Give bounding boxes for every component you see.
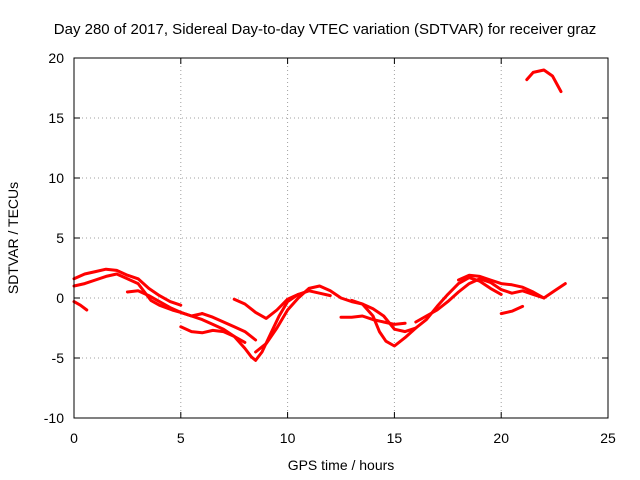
- series-line-5: [179, 325, 247, 344]
- series-group: [72, 68, 567, 362]
- y-tick-label: -5: [52, 350, 65, 366]
- x-tick-label: 25: [600, 430, 616, 446]
- y-tick-label: 0: [56, 290, 64, 306]
- series-line-14: [525, 68, 563, 94]
- x-tick-label: 15: [387, 430, 403, 446]
- y-tick-label: 10: [48, 170, 64, 186]
- y-tick-label: 20: [48, 50, 64, 66]
- series-line-13: [499, 304, 525, 316]
- series-line-6: [200, 312, 258, 342]
- y-tick-label: 15: [48, 110, 64, 126]
- series-line-4: [125, 289, 204, 318]
- x-tick-label: 5: [177, 430, 185, 446]
- x-tick-label: 0: [70, 430, 78, 446]
- series-line-3: [72, 300, 89, 312]
- series-line-8: [254, 284, 418, 354]
- x-axis-label: GPS time / hours: [288, 457, 395, 473]
- axis-ticks: 0 5 10 15 20 25 -10 -5 0 5 10 15 20: [44, 50, 616, 446]
- series-line-7: [232, 292, 300, 320]
- series-line-2: [72, 267, 183, 307]
- series-line-12: [457, 273, 546, 300]
- x-tick-label: 20: [493, 430, 509, 446]
- series-line-11: [414, 277, 567, 324]
- y-tick-label: 5: [56, 230, 64, 246]
- y-tick-label: -10: [44, 410, 64, 426]
- x-tick-label: 10: [280, 430, 296, 446]
- series-line-1: [72, 272, 332, 362]
- series-line-10: [350, 276, 503, 348]
- chart-title: Day 280 of 2017, Sidereal Day-to-day VTE…: [54, 21, 596, 38]
- grid: [74, 58, 608, 418]
- y-axis-label: SDTVAR / TECUs: [5, 182, 21, 294]
